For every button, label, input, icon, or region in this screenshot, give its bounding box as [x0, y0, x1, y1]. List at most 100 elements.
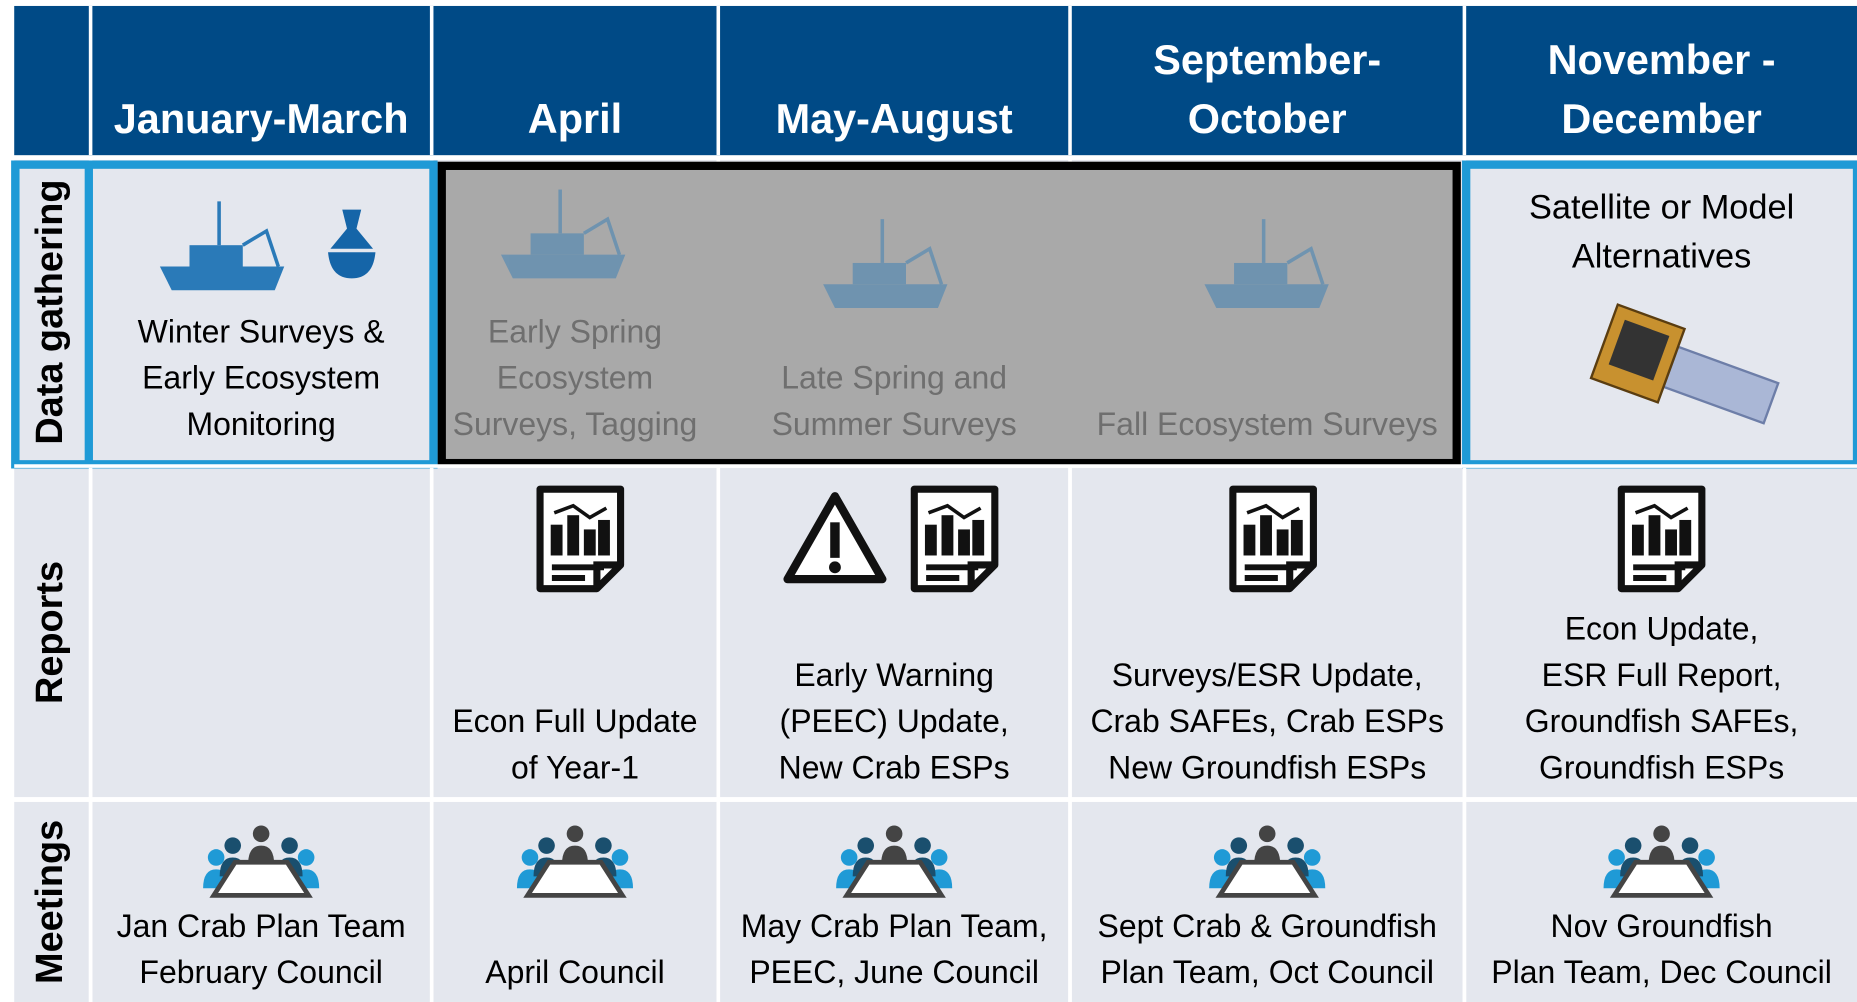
- person-head: [521, 849, 539, 866]
- report-line: [1634, 503, 1689, 520]
- person-head: [538, 837, 555, 854]
- ship-hull: [1204, 284, 1329, 308]
- meeting-icon: [1209, 825, 1326, 898]
- report-line: [927, 503, 982, 520]
- cell-text: May Crab Plan Team,: [741, 908, 1048, 944]
- cell-bg: [720, 467, 1069, 798]
- report-bar: [972, 519, 985, 556]
- cell-text: Satellite or Model: [1529, 189, 1794, 227]
- cell-bg: [1466, 159, 1857, 465]
- column-header: January-March: [114, 95, 409, 142]
- cell-text: Ecosystem: [497, 360, 653, 396]
- person-head: [1287, 837, 1304, 854]
- report-bar: [583, 529, 596, 556]
- row-label: Reports: [29, 561, 71, 704]
- row-label-bg: [14, 467, 89, 798]
- person-head: [595, 837, 612, 854]
- report-icon: [1617, 485, 1706, 593]
- person-head: [1698, 849, 1715, 866]
- report-bar: [958, 529, 970, 556]
- ship-icon: [823, 219, 948, 308]
- cell-text: Surveys/ESR Update,: [1112, 657, 1423, 693]
- cell-text: April Council: [485, 954, 664, 990]
- satellite-sensor: [1608, 319, 1670, 381]
- report-bar: [1631, 524, 1644, 556]
- cell-text: Surveys, Tagging: [453, 406, 698, 442]
- satellite-icon: [1589, 303, 1780, 425]
- cell-text: Summer Surveys: [772, 406, 1017, 442]
- ship-crane: [1286, 246, 1325, 285]
- cell-text: Plan Team, Dec Council: [1491, 954, 1832, 990]
- cell-text: Plan Team, Oct Council: [1100, 954, 1433, 990]
- person-head: [207, 849, 225, 866]
- column-header: September-: [1153, 36, 1381, 83]
- table: [842, 859, 946, 898]
- ship-icon: [500, 189, 626, 279]
- person-head: [1653, 825, 1670, 843]
- warning-mark: [830, 522, 840, 558]
- warning-dot: [829, 561, 841, 574]
- report-bar: [1260, 515, 1272, 556]
- person-head: [914, 837, 931, 854]
- report-bar: [1290, 519, 1303, 556]
- report-bar: [1276, 529, 1289, 556]
- cell-text: Econ Update,: [1565, 611, 1759, 647]
- person-head: [252, 825, 270, 843]
- person-head: [297, 849, 315, 866]
- cell-text: February Council: [139, 954, 382, 990]
- report-bar: [924, 524, 937, 556]
- cell-text: Monitoring: [187, 406, 336, 442]
- cell-text: Early Spring: [488, 313, 662, 349]
- cell-text: of Year-1: [511, 749, 639, 785]
- column-header: December: [1561, 95, 1761, 142]
- person-head: [840, 849, 858, 866]
- cell-text: Crab SAFEs, Crab ESPs: [1090, 703, 1444, 739]
- cell-text: Early Ecosystem: [142, 360, 380, 396]
- ship-hull: [500, 254, 626, 279]
- cell-text: Jan Crab Plan Team: [117, 908, 406, 944]
- cell-text: Nov Groundfish: [1551, 908, 1773, 944]
- column-header: October: [1188, 95, 1347, 142]
- warning-icon: [783, 492, 887, 584]
- buoy-base: [328, 252, 376, 279]
- cell-text: Early Warning: [794, 657, 994, 693]
- cell-text: Sept Crab & Groundfish: [1098, 908, 1437, 944]
- meeting-icon: [836, 825, 953, 898]
- header-bg: [14, 5, 1857, 156]
- person-head: [885, 825, 903, 843]
- cell-text: New Groundfish ESPs: [1108, 749, 1426, 785]
- row-label: Data gathering: [29, 180, 71, 445]
- person-head: [1230, 837, 1248, 854]
- ship-cabin: [852, 262, 906, 285]
- report-bar: [941, 515, 954, 556]
- cell-text: Late Spring and: [781, 360, 1007, 396]
- report-bar: [598, 519, 610, 556]
- person-head: [611, 849, 629, 866]
- report-bar: [567, 515, 580, 556]
- buoy-icon: [328, 209, 376, 279]
- cell-text: (PEEC) Update,: [780, 703, 1009, 739]
- person-head: [857, 837, 875, 854]
- meeting-icon: [1603, 825, 1720, 898]
- person-head: [281, 837, 298, 854]
- cell-text: Fall Ecosystem Surveys: [1097, 406, 1438, 442]
- report-bar: [1679, 519, 1692, 556]
- table: [523, 859, 627, 898]
- person-head: [224, 837, 242, 854]
- column-header: April: [528, 95, 622, 142]
- report-bar: [1243, 524, 1256, 556]
- person-head: [1624, 837, 1642, 854]
- highlight-box: [437, 161, 1461, 468]
- cell-text: ESR Full Report,: [1542, 657, 1782, 693]
- report-line: [1246, 503, 1301, 520]
- table: [209, 859, 313, 898]
- cell-text: Groundfish ESPs: [1539, 749, 1784, 785]
- meeting-icon: [516, 825, 634, 898]
- cell-text: Econ Full Update: [452, 703, 697, 739]
- meeting-icon: [203, 825, 320, 898]
- buoy-body: [330, 209, 374, 249]
- column-header: November -: [1548, 36, 1776, 83]
- ship-hull: [823, 284, 948, 308]
- cell-text: PEEC, June Council: [749, 954, 1039, 990]
